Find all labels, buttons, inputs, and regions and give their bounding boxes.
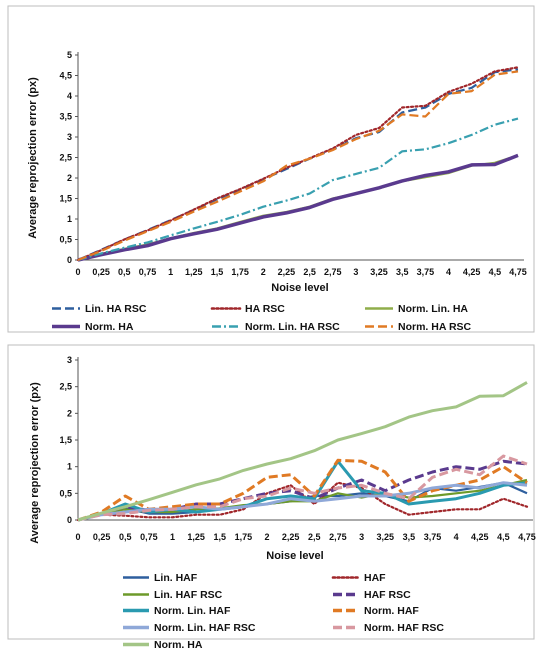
chart-top-legend-label: Norm. Lin. HA [398,303,468,315]
chart-bottom-x-tick-label: 4,75 [518,532,536,542]
chart-bottom-x-axis-title: Noise level [266,550,323,562]
chart-top-x-tick-label: 3,25 [370,267,388,277]
chart-top-y-tick-label: 1 [67,214,72,224]
chart-top-legend-label: Lin. HA RSC [85,303,147,315]
chart-top-y-tick-label: 2 [67,173,72,183]
chart-top-plot: 0 0,5 1 1,5 2 2,5 3 3,5 4 4,5 5 0 0,25 0,5 0,75 1 1,25 1,… [59,50,526,277]
chart-bottom-x-tick-label: 4 [454,532,459,542]
chart-top-panel: Average reprojection error (px) Noise le… [7,5,535,333]
chart-top-series-line-5 [77,70,519,262]
chart-bottom-legend-label: Norm. HA [154,639,203,651]
chart-top-y-tick-label: 5 [67,50,72,60]
chart-bottom-x-tick-label: 2,25 [282,532,300,542]
chart-bottom-series-line-7 [77,454,528,522]
chart-top-x-tick-label: 0,5 [118,267,131,277]
chart-bottom-series-line-8 [77,381,528,522]
chart-bottom-x-tick-label: 0,75 [140,532,158,542]
chart-top-x-tick-label: 4 [446,267,451,277]
chart-top-y-tick-label: 3 [67,132,72,142]
chart-top-x-tick-label: 0,75 [139,267,157,277]
chart-bottom-legend-label: Norm. HAF [364,605,419,617]
chart-bottom-legend-label: Lin. HAF RSC [154,589,223,601]
chart-bottom-legend-label: Norm. Lin. HAF [154,605,231,617]
chart-top-y-tick-label: 0 [67,255,72,265]
chart-bottom-series-line-4 [77,459,528,522]
chart-top-x-tick-label: 1,5 [211,267,224,277]
chart-top-series-line-4 [77,117,519,262]
chart-bottom-x-tick-label: 4,5 [497,532,510,542]
chart-bottom-x-tick-label: 2 [265,532,270,542]
chart-bottom-x-tick-label: 3,25 [376,532,394,542]
chart-bottom-x-tick-label: 2,75 [329,532,347,542]
chart-top-frame [7,5,535,333]
chart-top-y-tick-label: 3,5 [59,112,72,122]
chart-top-x-axis-title: Noise level [271,282,328,294]
chart-bottom-x-tick-label: 2,5 [308,532,321,542]
chart-top-legend-label: Norm. HA [85,321,134,333]
chart-top-x-tick-label: 0,25 [92,267,110,277]
chart-top-x-tick-label: 1 [168,267,173,277]
chart-top-y-tick-label: 0,5 [59,235,72,245]
chart-bottom-x-tick-label: 1 [170,532,175,542]
chart-bottom-y-tick-label: 0 [67,515,72,525]
chart-bottom-y-tick-label: 2 [67,408,72,418]
chart-bottom-y-tick-label: 2,5 [59,382,72,392]
chart-bottom-x-tick-label: 0,25 [93,532,111,542]
chart-bottom-x-tick-label: 3,75 [424,532,442,542]
chart-bottom-legend: Lin. HAF HAF Lin. HAF RSC HAF RSC Norm. Lin.… [123,572,444,651]
chart-bottom-y-tick-label: 1 [67,462,72,472]
chart-bottom-x-tick-label: 3 [359,532,364,542]
chart-bottom-series-line-6 [77,481,528,522]
chart-bottom-legend-label: HAF [364,572,386,584]
chart-bottom-legend-label: Norm. HAF RSC [364,622,444,634]
chart-top-series-line-3 [77,153,519,262]
chart-bottom-y-axis-title: Average reprojection error (px) [29,382,41,544]
chart-bottom-x-tick-label: 1,75 [235,532,253,542]
chart-top-x-tick-label: 4,25 [463,267,481,277]
chart-bottom-plot: 0 0,5 1 1,5 2 2,5 3 0 0,25 0,5 0,75 1 1,25 1,5 1,75 2 2,… [59,355,535,542]
chart-bottom-legend-label: HAF RSC [364,589,411,601]
chart-top-legend-label: HA RSC [245,303,285,315]
chart-top-x-tick-label: 2,75 [324,267,342,277]
chart-bottom-series-line-3 [77,459,528,522]
chart-top-x-tick-label: 2,5 [303,267,316,277]
chart-bottom-x-tick-label: 4,25 [471,532,489,542]
chart-bottom-legend-label: Lin. HAF [154,572,198,584]
chart-bottom-x-tick-label: 0,5 [119,532,132,542]
chart-bottom-x-tick-label: 1,5 [214,532,227,542]
chart-bottom-x-tick-label: 0 [75,532,80,542]
chart-bottom-y-tick-label: 3 [67,355,72,365]
chart-top-x-tick-label: 4,75 [509,267,527,277]
chart-top-x-tick-label: 1,75 [231,267,249,277]
chart-top-y-tick-label: 4,5 [59,71,72,81]
chart-bottom-y-tick-label: 1,5 [59,435,72,445]
chart-bottom-x-tick-label: 3,5 [403,532,416,542]
chart-top-y-axis-title: Average reprojection error (px) [27,77,39,239]
chart-top-x-tick-label: 3,75 [417,267,435,277]
chart-bottom-x-tick-label: 1,25 [187,532,205,542]
chart-top-legend-label: Norm. Lin. HA RSC [245,321,340,333]
chart-top-y-tick-label: 4 [67,91,72,101]
chart-bottom-y-tick-label: 0,5 [59,488,72,498]
chart-top-x-tick-label: 3 [353,267,358,277]
chart-top-y-tick-label: 1,5 [59,194,72,204]
chart-top-x-tick-label: 2,25 [278,267,296,277]
chart-top-legend: Lin. HA RSC HA RSC Norm. Lin. HA Norm. HA No… [52,303,472,333]
chart-top-x-tick-label: 2 [261,267,266,277]
chart-top-x-tick-label: 0 [75,267,80,277]
chart-bottom-panel: Average reprojection error (px) Noise le… [7,344,536,651]
chart-top-x-tick-label: 4,5 [489,267,502,277]
chart-bottom-legend-label: Norm. Lin. HAF RSC [154,622,256,634]
chart-top-x-tick-label: 3,5 [396,267,409,277]
chart-top-legend-label: Norm. HA RSC [398,321,472,333]
chart-top-x-tick-label: 1,25 [185,267,203,277]
chart-top-y-tick-label: 2,5 [59,153,72,163]
